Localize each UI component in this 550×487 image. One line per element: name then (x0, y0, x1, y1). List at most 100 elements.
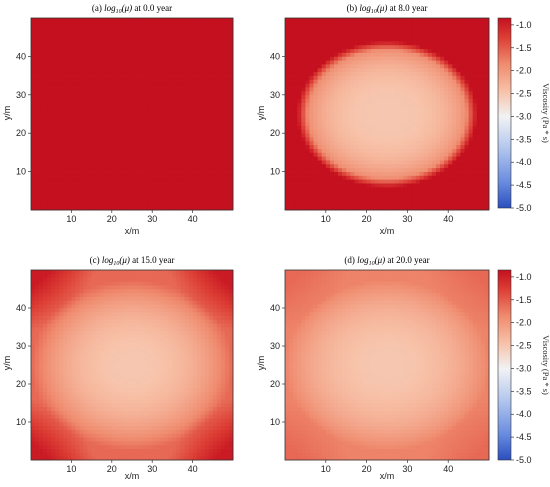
panel-b-cell (285, 198, 290, 203)
panel-a-cell (160, 167, 165, 172)
panel-a-cell (152, 114, 157, 119)
panel-b-cell (329, 117, 335, 123)
panel-b-cell (342, 102, 347, 107)
panel-b-cell (480, 48, 486, 53)
panel-b-cell (289, 137, 294, 142)
panel-a-cell (220, 110, 226, 115)
panel-b-cell (297, 114, 302, 119)
panel-b-cell (435, 202, 441, 207)
panel-a-cell (123, 140, 129, 146)
panel-b-cell (333, 171, 339, 176)
panel-b-cell (293, 117, 298, 123)
panel-b-cell (297, 183, 302, 188)
panel-a-cell (95, 67, 101, 73)
panel-b-cell (346, 67, 351, 73)
panel-a-cell (144, 167, 149, 172)
panel-a-cell (115, 167, 121, 172)
panel-a-cell (168, 171, 173, 176)
panel-a-cell (63, 94, 68, 99)
panel-b-cell (444, 56, 449, 61)
panel-a-cell (224, 67, 230, 73)
panel-b-cell (423, 44, 429, 50)
panel-a-cell (39, 190, 44, 195)
panel-a-cell (47, 25, 52, 30)
panel-b-cell (431, 67, 437, 73)
panel-a-cell (35, 56, 40, 61)
panel-a-cell (164, 64, 169, 69)
panel-b-cell (289, 94, 294, 99)
panel-a-cell (180, 41, 185, 46)
panel-b-cell (370, 56, 376, 61)
panel-a-cell (144, 160, 149, 165)
panel-a-cell (224, 140, 230, 146)
panel-a-cell (99, 71, 105, 76)
panel-a-cell (95, 121, 101, 126)
panel-a-cell (168, 60, 173, 65)
panel-b-cell (333, 87, 339, 92)
panel-b-cell (435, 129, 441, 134)
panel-a-cell (156, 25, 161, 30)
panel-b-cell (399, 129, 404, 134)
panel-a-cell (55, 52, 60, 57)
panel-b-cell (354, 33, 359, 38)
panel-a-cell (200, 144, 206, 149)
panel-a-cell (140, 79, 145, 84)
panel-b-cell (297, 106, 302, 111)
panel-b-cell (354, 102, 359, 107)
panel-a-cell (59, 94, 64, 99)
panel-b-cell (354, 106, 359, 111)
panel-b-cell (403, 60, 408, 65)
panel-b-cell (460, 102, 465, 107)
panel-b-title: (b) log10(μ) at 8.0 year (347, 3, 428, 15)
panel-a-cell (228, 25, 234, 30)
panel-b-cell (448, 133, 453, 138)
panel-a-cell (172, 160, 177, 165)
panel-a-cell (148, 106, 153, 111)
panel-a-cell (123, 18, 129, 23)
panel-a-cell (91, 121, 96, 126)
panel-b-cell (358, 25, 363, 30)
panel-a-cell (79, 37, 84, 42)
panel-a-cell (156, 194, 161, 199)
panel-b-cell (289, 117, 294, 123)
panel-a-cell (95, 202, 101, 207)
panel-a-cell (204, 167, 210, 172)
panel-a-cell (79, 67, 84, 73)
panel-b-cell (285, 37, 290, 42)
panel-b-cell (305, 206, 310, 211)
panel-a-cell (156, 102, 161, 107)
panel-b-cell (427, 52, 433, 57)
panel-b-cell (313, 171, 318, 176)
panel-a-cell (132, 144, 137, 149)
panel-a-cell (39, 33, 44, 38)
panel-a-cell (216, 125, 222, 130)
panel-b-cell (350, 206, 355, 211)
panel-a-cell (119, 140, 125, 146)
panel-b-cell (301, 194, 306, 199)
panel-a-cell (43, 41, 48, 46)
panel-a-cell (31, 163, 36, 169)
panel-b-cell (476, 129, 482, 134)
panel-b-cell (366, 94, 372, 99)
panel-b-cell (395, 194, 400, 199)
panel-a-cell (107, 37, 113, 42)
panel-b-cell (317, 56, 323, 61)
panel-a-cell (228, 183, 234, 188)
panel-b-cell (358, 48, 363, 53)
panel-a-cell (47, 75, 52, 80)
panel-a-cell (127, 183, 133, 188)
panel-b-cell (378, 144, 384, 149)
panel-a-cell (156, 18, 161, 23)
panel-b-cell (444, 41, 449, 46)
panel-b-cell (301, 71, 306, 76)
panel-a-cell (67, 137, 72, 142)
panel-b-cell (297, 52, 302, 57)
panel-b-cell (435, 52, 441, 57)
panel-a-cell (216, 186, 222, 192)
panel-b-cell (435, 87, 441, 92)
panel-b-cell (382, 56, 388, 61)
panel-a-cell (192, 52, 197, 57)
panel-a-cell (75, 133, 80, 138)
panel-a-cell (99, 106, 105, 111)
panel-a-cell (31, 94, 36, 99)
